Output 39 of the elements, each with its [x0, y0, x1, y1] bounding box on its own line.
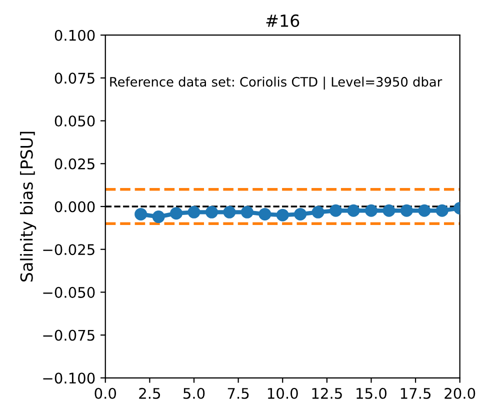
point — [276, 208, 289, 222]
y-tick-label: −0.075 — [43, 330, 94, 341]
point — [364, 204, 378, 217]
x-tick-label: 10.0 — [268, 388, 298, 399]
x-tick-label: 2.5 — [139, 388, 160, 399]
x-tick-label: 7.5 — [228, 388, 249, 399]
x-tick-label: 12.5 — [312, 388, 342, 399]
y-tick-label: −0.100 — [43, 372, 95, 384]
x-tick-label: 17.5 — [400, 388, 430, 399]
y-tick-label: −0.025 — [43, 244, 94, 256]
point — [223, 206, 236, 218]
y-tick-label: 0.075 — [54, 72, 94, 84]
x-tick-label: 20.0 — [444, 388, 476, 399]
x-tick-label: 5.0 — [184, 388, 205, 399]
point — [382, 204, 396, 217]
point — [312, 206, 324, 218]
y-tick-label: 0.000 — [54, 201, 95, 212]
y-tick-label: −0.050 — [43, 286, 95, 298]
point — [418, 204, 431, 217]
point — [240, 206, 254, 218]
y-tick-label: 0.050 — [54, 116, 95, 127]
y-tick-label: 0.025 — [54, 158, 94, 170]
point — [347, 204, 360, 217]
annotation: Reference data set: Coriolis CTD | Level=3950 dbar — [110, 76, 442, 90]
point — [436, 204, 448, 217]
point — [152, 210, 165, 224]
chart-title: #16 — [266, 14, 300, 28]
point — [400, 204, 413, 217]
point — [134, 208, 148, 220]
point — [330, 204, 342, 217]
x-tick-label: 0.0 — [94, 388, 116, 399]
point — [205, 206, 218, 218]
y-axis-title: Salinity bias [PSU] — [20, 132, 36, 282]
point — [170, 207, 183, 220]
y-tick-label: 0.100 — [54, 30, 95, 41]
x-tick-label: 15.0 — [356, 388, 386, 399]
point — [294, 208, 307, 220]
point — [258, 208, 272, 220]
point — [188, 206, 200, 218]
